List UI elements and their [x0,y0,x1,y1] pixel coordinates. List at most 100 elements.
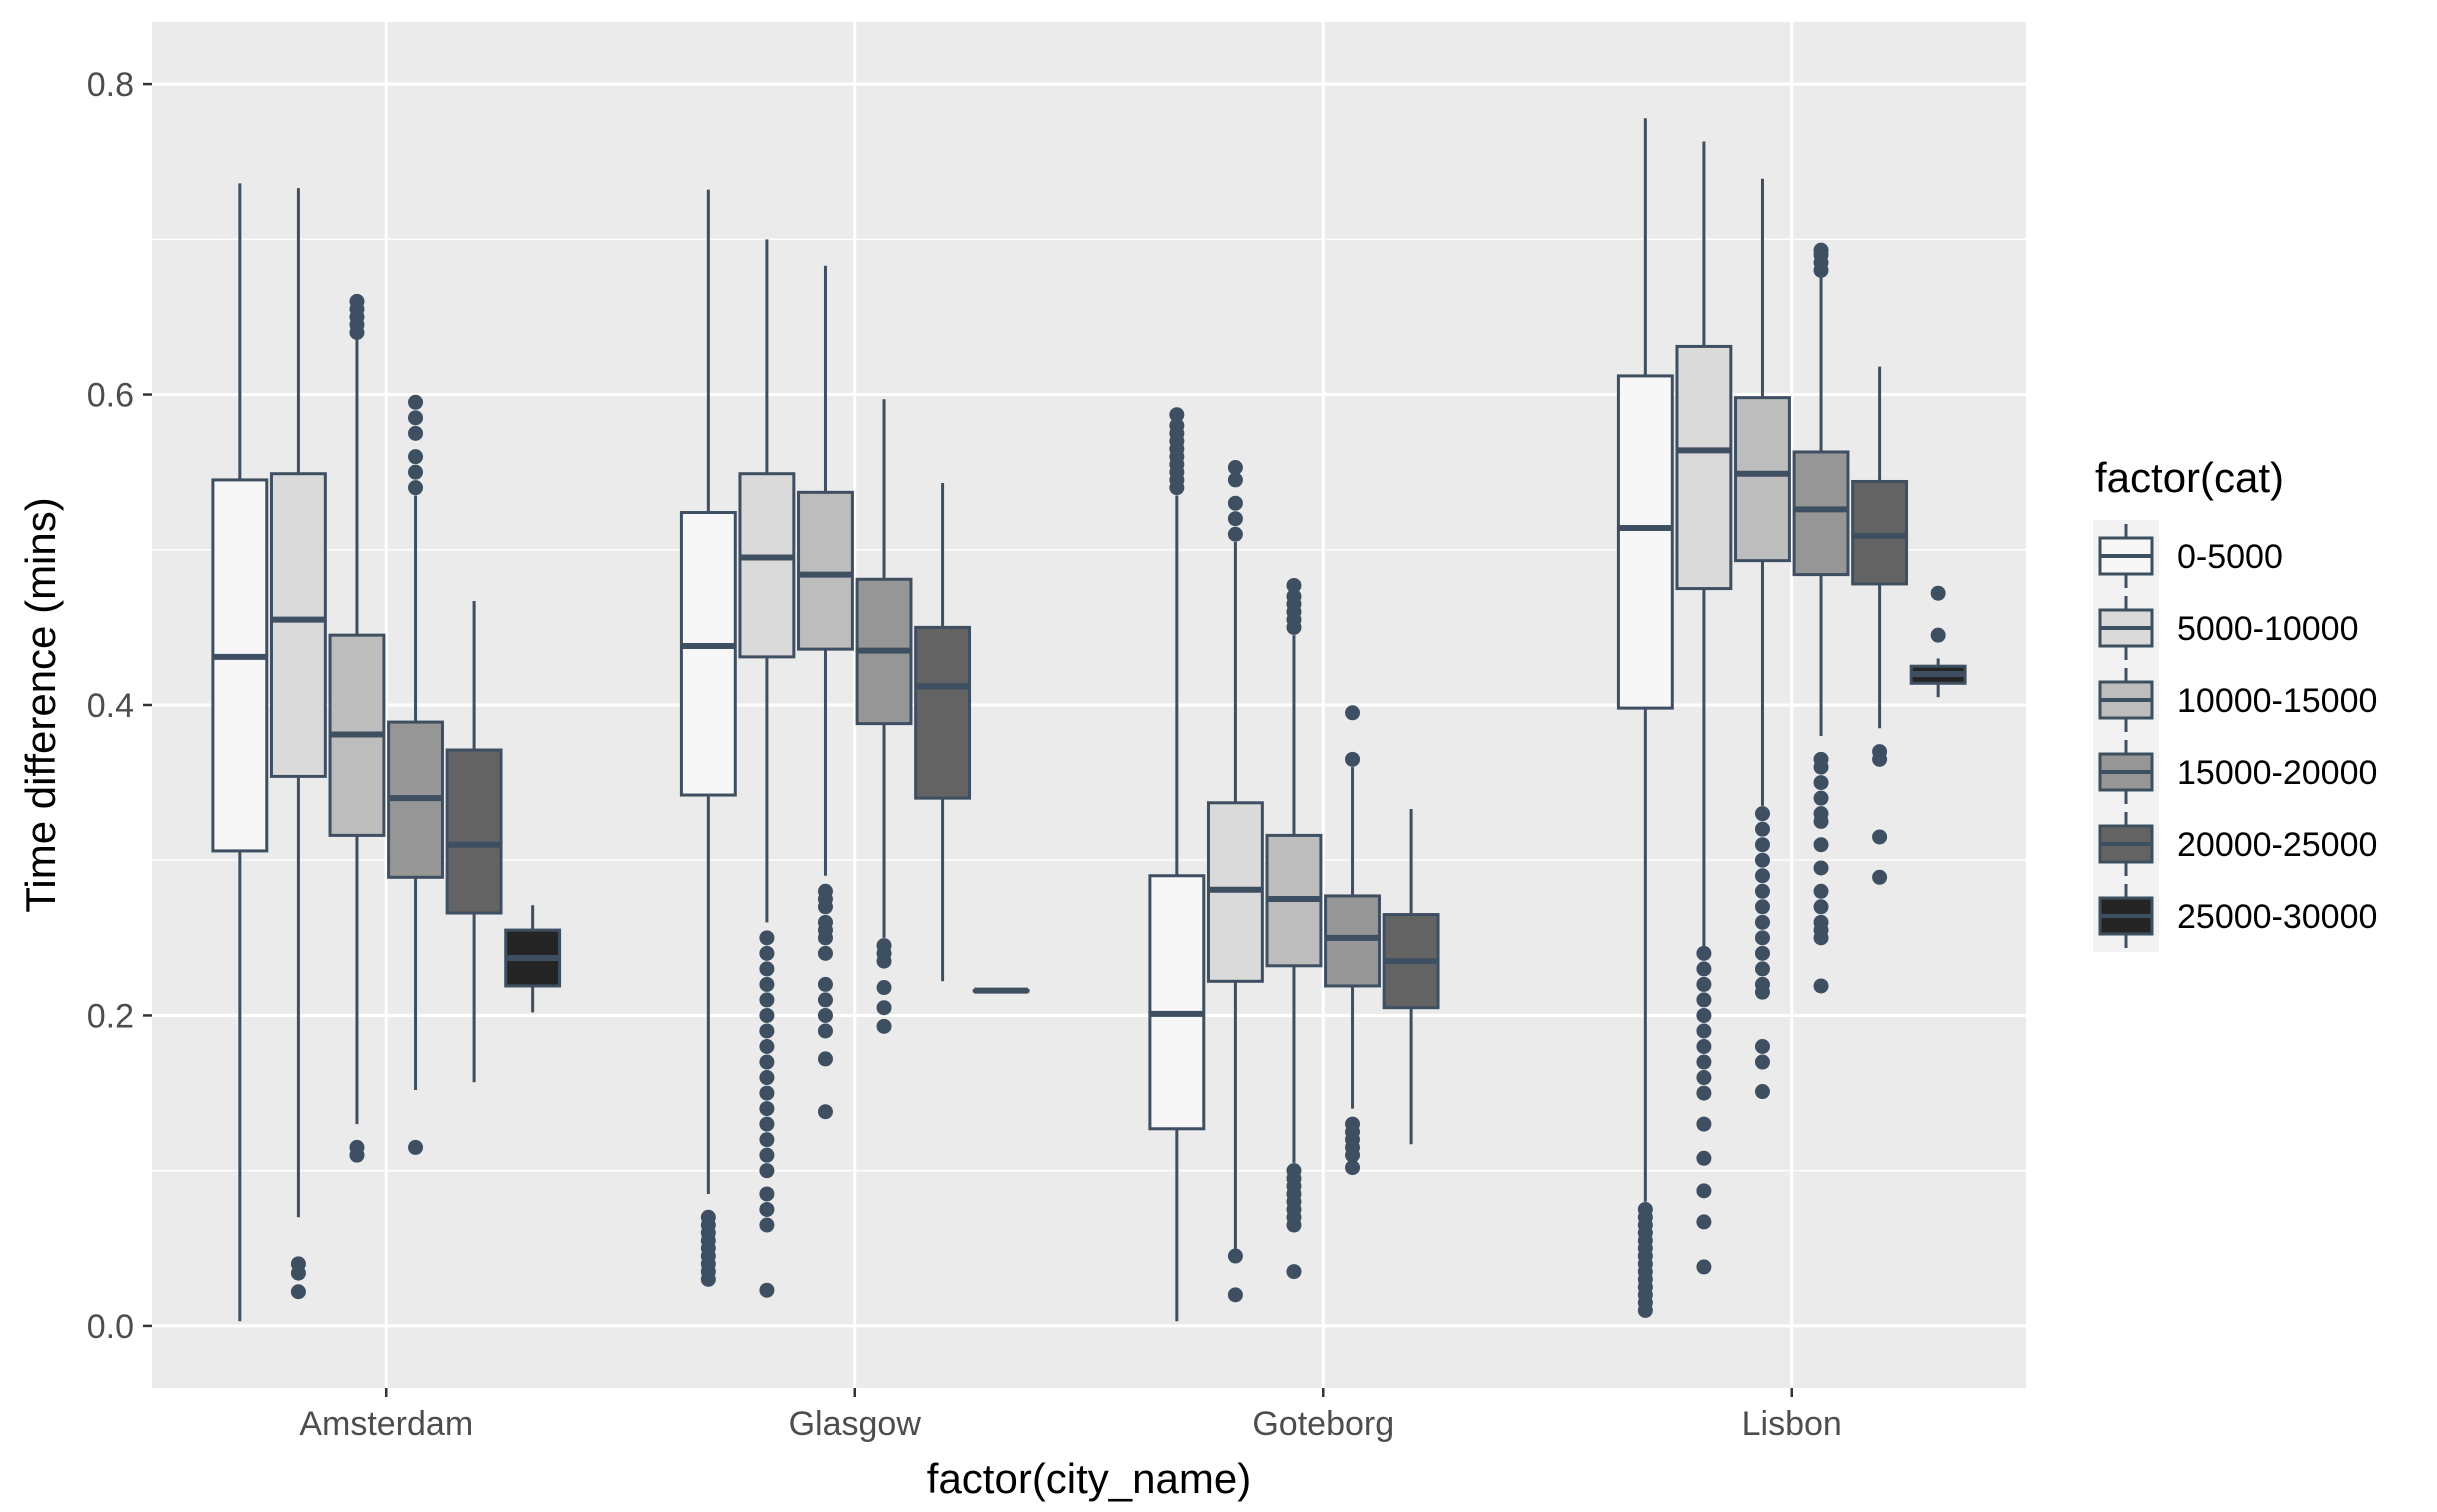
outlier-point [1227,495,1243,511]
outlier-point [1754,976,1770,992]
legend-title: factor(cat) [2095,454,2284,501]
box-20000-25000-Amsterdam [445,600,503,1083]
outlier-point [1754,852,1770,868]
outlier-point [1696,1214,1712,1230]
outlier-point [1169,418,1185,434]
outlier-point [1813,751,1829,767]
box-iqr [738,472,796,659]
outlier-point [759,1039,775,1054]
legend-label: 20000-25000 [2177,826,2377,864]
outlier-point [1754,837,1770,853]
outlier-point [759,1201,775,1217]
legend-label: 25000-30000 [2177,898,2377,936]
outlier-point [1227,1248,1243,1264]
legend-label: 15000-20000 [2177,754,2377,792]
outlier-point [876,1018,892,1034]
box-25000-30000-Glasgow [972,987,1030,994]
y-tick-label: 0.0 [87,1308,134,1346]
outlier-point [759,961,775,977]
y-tick-label: 0.8 [87,66,134,104]
outlier-point [817,976,833,992]
outlier-point [759,1147,775,1163]
outlier-point [1227,526,1243,542]
outlier-point [1754,806,1770,822]
outlier-point [1345,705,1361,721]
box-iqr [1792,450,1850,577]
outlier-point [817,1104,833,1120]
outlier-point [759,976,775,992]
outlier-point [1345,1160,1361,1176]
legend-label: 5000-10000 [2177,610,2359,648]
box-0-5000-Goteborg [1148,407,1206,1322]
outlier-point [1696,1259,1712,1275]
box-25000-30000-Lisbon [1909,585,1967,698]
outlier-point [1813,242,1829,258]
box-20000-25000-Lisbon [1851,366,1909,885]
box-iqr [1324,894,1381,988]
outlier-point [408,410,424,426]
outlier-point [1813,978,1829,994]
outlier-point [1813,775,1829,791]
outlier-point [1169,407,1185,423]
outlier-point [759,930,775,946]
outlier-point [700,1209,716,1225]
box-5000-10000-Goteborg [1206,460,1264,1303]
x-tick-label: Glasgow [789,1405,922,1443]
outlier-point [408,425,424,441]
outlier-point [1813,806,1829,822]
outlier-point [1930,585,1946,601]
y-axis-title: Time difference (mins) [17,497,64,912]
outlier-point [1754,1054,1770,1070]
y-tick-label: 0.4 [87,687,134,725]
legend-label: 10000-15000 [2177,682,2377,720]
outlier-point [1754,961,1770,977]
outlier-point [1872,869,1888,885]
outlier-point [759,1132,775,1148]
box-iqr [914,625,972,800]
x-tick-label: Lisbon [1742,1405,1842,1443]
legend: factor(cat) 0-5000 5000-10000 10000-15000 1… [2093,454,2377,952]
outlier-point [1696,992,1712,1008]
box-15000-20000-Amsterdam [387,394,444,1155]
outlier-point [759,945,775,961]
outlier-point [1696,961,1712,977]
x-axis: Amsterdam Glasgow Goteborg Lisbon [299,1388,1842,1443]
outlier-point [1696,1085,1712,1101]
outlier-point [759,1054,775,1070]
outlier-point [1286,577,1302,593]
legend-item-25000-30000: 25000-30000 [2093,880,2377,952]
outlier-point [759,992,775,1008]
outlier-point [1813,860,1829,876]
box-5000-10000-Lisbon [1675,141,1733,1275]
outlier-point [408,464,424,480]
outlier-point [1696,1023,1712,1039]
box-5000-10000-Glasgow [738,239,796,1298]
outlier-point [1696,1070,1712,1086]
box-0-5000-Amsterdam [211,183,269,1322]
outlier-point [1696,1007,1712,1023]
outlier-point [817,914,833,930]
box-0-5000-Glasgow [679,189,737,1287]
outlier-point [1696,1150,1712,1166]
box-iqr [1616,374,1674,710]
box-15000-20000-Glasgow [855,399,913,1034]
outlier-point [817,1023,833,1039]
outlier-point [1813,837,1829,853]
box-iqr [1148,874,1206,1131]
outlier-point [1813,914,1829,930]
outlier-point [759,1101,775,1117]
outlier-point [1345,1116,1361,1132]
outlier-point [876,1000,892,1016]
outlier-point [1813,883,1829,899]
outlier-point [1227,511,1243,527]
outlier-point [408,480,424,496]
legend-item-10000-15000: 10000-15000 [2093,664,2377,736]
outlier-point [1286,588,1302,604]
outlier-point [349,1139,365,1155]
outlier-point [759,1070,775,1086]
box-10000-15000-Goteborg [1265,577,1323,1280]
x-tick-label: Amsterdam [299,1405,473,1443]
outlier-point [1696,1183,1712,1199]
outlier-point [759,1163,775,1179]
